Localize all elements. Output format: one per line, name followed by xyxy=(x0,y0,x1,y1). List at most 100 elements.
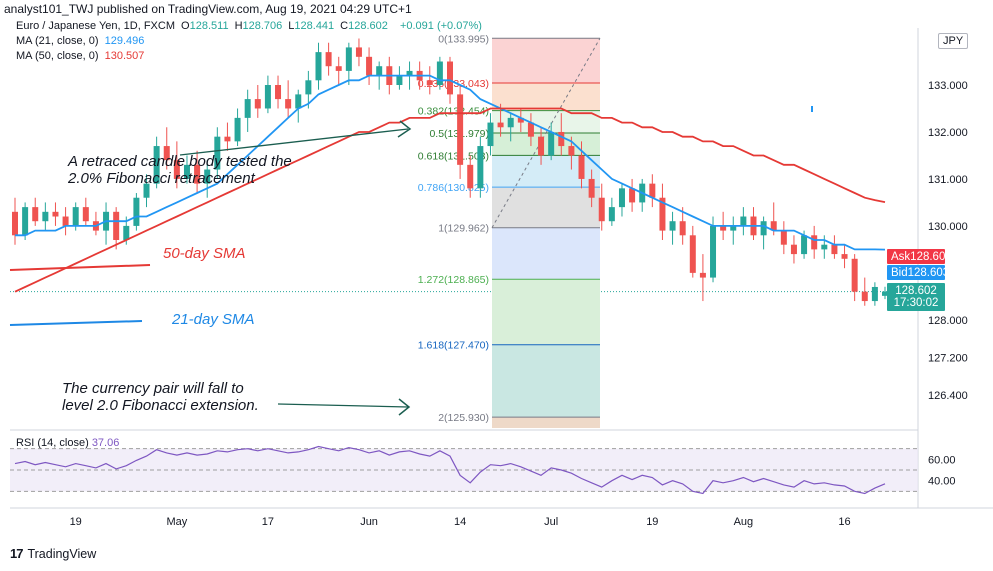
candle-body xyxy=(770,221,777,231)
candle-body xyxy=(315,52,322,81)
candle-body xyxy=(143,183,150,198)
ma21-value: 129.496 xyxy=(104,35,145,47)
price-tick-label: 126.400 xyxy=(928,390,968,402)
candle-body xyxy=(335,66,342,71)
candle-body xyxy=(811,235,818,250)
candle-body xyxy=(669,221,676,231)
retrace-arrow-head xyxy=(397,120,412,138)
candle-body xyxy=(244,99,251,118)
candle-body xyxy=(406,70,413,76)
candle-body xyxy=(153,146,160,184)
date-tick-label: 19 xyxy=(70,516,82,528)
candle-body xyxy=(689,235,696,273)
candle-body xyxy=(62,216,69,226)
fibonacci-extension-tool: 0(133.995) 0.236(133.043) 0.382(132.454) 0.… xyxy=(418,33,601,428)
candle-body xyxy=(598,197,605,222)
candle-body xyxy=(396,75,403,85)
retrace-line-2: 2.0% Fibonacci retracement xyxy=(68,170,255,187)
candle-body xyxy=(264,85,271,109)
ma50-value: 130.507 xyxy=(104,50,145,62)
candle-body xyxy=(42,211,49,222)
fib-level-label: 0.236(133.043) xyxy=(418,78,489,90)
candle-body xyxy=(173,160,180,179)
candle-body xyxy=(710,225,717,278)
fib-level-label: 1(129.962) xyxy=(438,223,489,235)
legend-ma50-row[interactable]: MA (50, close, 0) 130.507 xyxy=(16,50,147,62)
candle-body xyxy=(679,221,686,236)
tradingview-logo[interactable]: 17 TradingView xyxy=(10,546,96,561)
fib-band xyxy=(492,227,600,280)
candle-body xyxy=(548,131,555,156)
bid-value: 128.603 xyxy=(907,266,950,279)
ma50-label: MA (50, close, 0) xyxy=(16,50,99,62)
candle-body xyxy=(204,169,211,184)
candle-body xyxy=(295,94,302,109)
fib-level-label: 0.382(132.454) xyxy=(418,106,489,118)
rsi-value: 37.06 xyxy=(92,437,120,449)
fall-arrow-line xyxy=(277,403,409,408)
candle-body xyxy=(871,286,878,302)
date-tick-label: 19 xyxy=(646,516,658,528)
sma50-annotation: 50-day SMA xyxy=(163,245,246,262)
candle-body xyxy=(507,117,514,128)
candle-body xyxy=(82,207,89,222)
retrace-arrow-line xyxy=(179,128,409,156)
date-tick-label: 14 xyxy=(454,516,466,528)
ma21-label: MA (21, close, 0) xyxy=(16,35,99,47)
fib-level-label: 1.272(128.865) xyxy=(418,274,489,286)
candle-body xyxy=(882,291,888,296)
candle-body xyxy=(487,122,494,147)
candle-body xyxy=(12,211,18,236)
price-tick-label: 130.000 xyxy=(928,221,968,233)
date-tick-label: Aug xyxy=(734,516,754,528)
price-tick-label: 128.000 xyxy=(928,315,968,327)
candle-body xyxy=(305,80,312,95)
candle-body xyxy=(467,164,474,189)
candle-body xyxy=(194,164,201,184)
candle-body xyxy=(183,164,190,179)
candle-body xyxy=(527,122,534,137)
bar-countdown: 17:30:02 xyxy=(893,297,939,309)
candle-body xyxy=(345,47,352,71)
candle-body xyxy=(477,146,484,189)
candle-body xyxy=(760,221,767,236)
legend-symbol-row[interactable]: Euro / Japanese Yen, 1D, FXCM O128.511 H1… xyxy=(16,20,485,32)
fib-trend-line xyxy=(491,38,601,228)
last-price-value: 128.602 xyxy=(895,285,937,297)
rsi-tick-label: 60.00 xyxy=(928,454,956,466)
candle-body xyxy=(224,136,231,142)
fib-band xyxy=(492,417,600,428)
candle-body xyxy=(52,211,59,217)
price-tick-label: 133.000 xyxy=(928,80,968,92)
candle-body xyxy=(234,117,241,142)
candle-body xyxy=(699,272,706,278)
fib-band xyxy=(492,187,600,228)
date-tick-label: May xyxy=(166,516,187,528)
legend-ma21-row[interactable]: MA (21, close, 0) 129.496 xyxy=(16,35,147,47)
price-tick-label: 132.000 xyxy=(928,127,968,139)
candle-body xyxy=(376,66,383,76)
bid-label: Bid xyxy=(891,266,908,279)
date-tick-label: 17 xyxy=(262,516,274,528)
candle-body xyxy=(578,155,585,179)
candle-body xyxy=(22,207,29,236)
candle-body xyxy=(123,225,130,240)
ohlc-c: C128.602 xyxy=(340,20,388,32)
candle-body xyxy=(568,146,575,156)
candle-body xyxy=(254,99,261,109)
change-value: +0.091 (+0.07%) xyxy=(399,20,482,32)
candle-body xyxy=(861,291,868,302)
fall-arrow-head xyxy=(398,398,411,416)
last-price-tag: 128.602 17:30:02 xyxy=(887,283,945,311)
candle-body xyxy=(72,207,79,226)
candle-body xyxy=(113,211,120,240)
date-tick-label: Jul xyxy=(544,516,558,528)
retrace-annotation: A retraced candle body tested the 2.0% F… xyxy=(68,153,292,187)
drawing-annotations xyxy=(9,106,813,416)
candle-body xyxy=(366,56,373,76)
candle-body xyxy=(588,178,595,198)
candle-body xyxy=(426,80,433,85)
candle-body xyxy=(659,197,666,231)
currency-button[interactable]: JPY xyxy=(938,33,969,49)
